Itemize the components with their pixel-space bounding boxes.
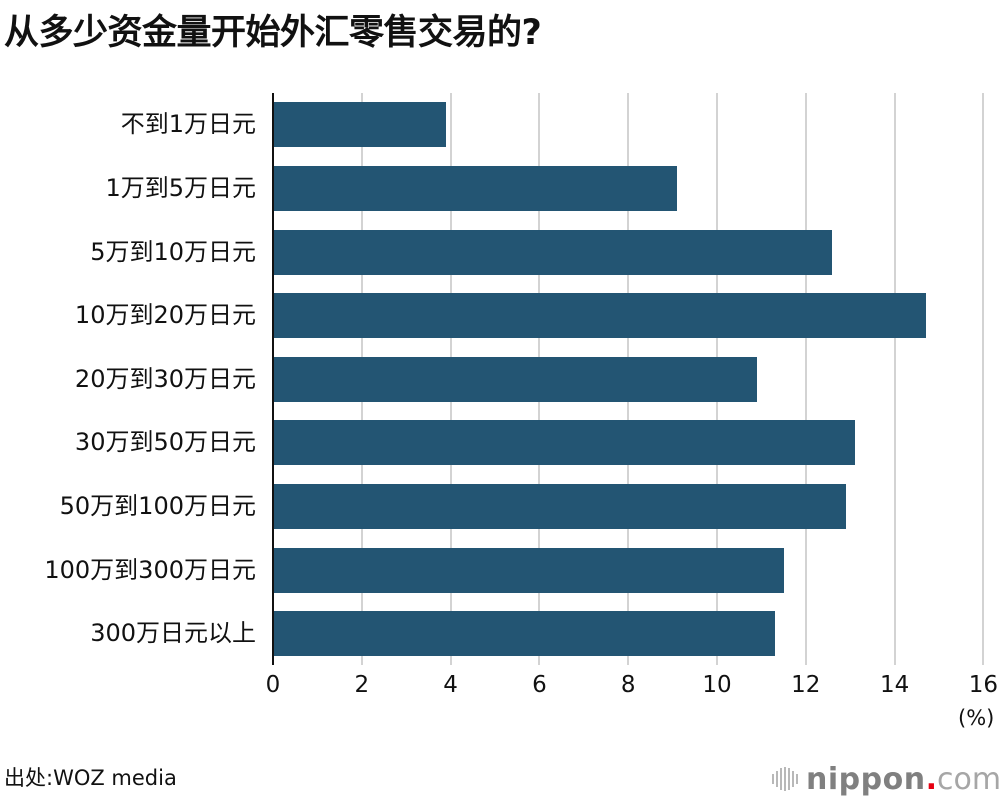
category-label: 100万到300万日元 <box>44 555 256 584</box>
gridline <box>804 93 807 665</box>
logo-text: nippon <box>806 761 926 797</box>
x-tick-label: 4 <box>443 672 458 698</box>
gridline <box>893 93 896 665</box>
x-tick-label: 16 <box>968 672 999 698</box>
category-label: 50万到100万日元 <box>59 491 256 520</box>
bar <box>274 420 855 466</box>
x-tick-label: 0 <box>265 672 281 698</box>
bar <box>274 102 447 148</box>
chart-title: 从多少资金量开始外汇零售交易的? <box>4 13 542 53</box>
category-label: 不到1万日元 <box>120 110 256 139</box>
x-tick-label: 2 <box>354 672 370 698</box>
category-label: 1万到5万日元 <box>105 173 256 202</box>
category-label: 5万到10万日元 <box>90 237 256 266</box>
bar <box>274 611 775 657</box>
logo-tld: com <box>936 761 1000 797</box>
bar <box>274 229 833 275</box>
category-label: 300万日元以上 <box>90 619 256 648</box>
x-tick-label: 10 <box>702 672 732 698</box>
x-tick-label: 6 <box>532 672 547 698</box>
category-label: 30万到50万日元 <box>74 428 256 457</box>
bar <box>274 483 846 529</box>
x-tick-label: 14 <box>879 672 910 698</box>
category-label: 10万到20万日元 <box>74 301 256 330</box>
source-note: 出处:WOZ media <box>4 766 177 790</box>
bar <box>274 165 678 211</box>
category-label: 20万到30万日元 <box>74 364 256 393</box>
nippon-logo: nippon. com <box>772 761 1000 797</box>
bar <box>274 547 784 593</box>
x-tick-label: 8 <box>620 672 636 698</box>
sound-bars-icon <box>772 767 798 791</box>
gridline <box>982 93 985 665</box>
x-axis-unit-label: (%) <box>958 706 995 730</box>
bar <box>274 293 926 339</box>
bar <box>274 356 757 402</box>
y-axis-line <box>272 93 274 665</box>
logo-dot: . <box>925 761 937 797</box>
x-tick-label: 12 <box>791 672 821 698</box>
